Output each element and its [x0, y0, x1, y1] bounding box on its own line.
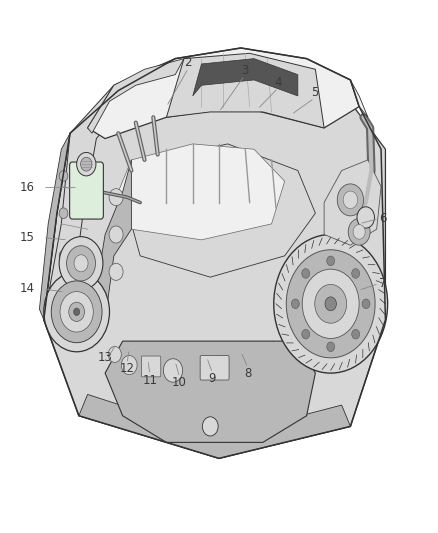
Circle shape: [362, 299, 370, 309]
Polygon shape: [324, 160, 381, 245]
Polygon shape: [96, 160, 131, 320]
Polygon shape: [114, 144, 285, 240]
Circle shape: [74, 255, 88, 272]
Circle shape: [60, 292, 93, 332]
Circle shape: [69, 302, 85, 321]
Text: 3: 3: [241, 64, 248, 77]
Polygon shape: [105, 341, 315, 442]
Circle shape: [348, 219, 370, 245]
Circle shape: [121, 356, 137, 375]
Circle shape: [286, 250, 375, 358]
Text: 12: 12: [120, 362, 134, 375]
Text: 7: 7: [379, 277, 387, 290]
Circle shape: [352, 329, 360, 339]
Polygon shape: [166, 53, 324, 128]
Text: 5: 5: [311, 86, 318, 99]
Polygon shape: [123, 144, 315, 277]
Circle shape: [74, 308, 80, 316]
Circle shape: [352, 269, 360, 278]
Polygon shape: [88, 48, 359, 139]
Circle shape: [325, 297, 336, 311]
Circle shape: [302, 269, 310, 278]
FancyBboxPatch shape: [200, 356, 229, 380]
Text: 4: 4: [274, 76, 282, 89]
Circle shape: [108, 346, 121, 362]
Polygon shape: [193, 59, 298, 96]
Circle shape: [59, 237, 103, 290]
Circle shape: [327, 256, 335, 265]
Polygon shape: [39, 133, 70, 320]
Circle shape: [274, 235, 388, 373]
Polygon shape: [350, 80, 368, 117]
Text: 6: 6: [379, 212, 387, 225]
Circle shape: [109, 226, 123, 243]
Circle shape: [315, 285, 346, 323]
Circle shape: [59, 288, 68, 298]
Polygon shape: [44, 85, 123, 341]
Text: 2: 2: [184, 56, 192, 69]
Circle shape: [202, 417, 218, 436]
Circle shape: [337, 184, 364, 216]
Circle shape: [109, 263, 123, 280]
Text: 9: 9: [208, 372, 216, 385]
Circle shape: [291, 299, 299, 309]
Text: 11: 11: [142, 374, 157, 386]
Circle shape: [77, 152, 96, 176]
Circle shape: [163, 359, 183, 382]
Circle shape: [59, 251, 68, 261]
FancyBboxPatch shape: [141, 356, 161, 377]
Text: 16: 16: [20, 181, 35, 194]
Circle shape: [67, 246, 95, 281]
FancyBboxPatch shape: [70, 162, 103, 219]
Text: 15: 15: [20, 231, 35, 244]
Polygon shape: [44, 64, 385, 458]
Circle shape: [44, 272, 110, 352]
Circle shape: [353, 224, 365, 239]
Text: 13: 13: [98, 351, 113, 364]
Circle shape: [302, 269, 359, 338]
Text: 10: 10: [172, 376, 187, 389]
Polygon shape: [79, 394, 350, 458]
Circle shape: [51, 281, 102, 343]
Circle shape: [59, 325, 68, 336]
Circle shape: [327, 342, 335, 352]
Text: 8: 8: [244, 367, 251, 379]
Circle shape: [59, 208, 68, 219]
Circle shape: [59, 171, 68, 181]
Polygon shape: [88, 59, 184, 133]
Text: 14: 14: [20, 282, 35, 295]
Circle shape: [81, 157, 92, 171]
Circle shape: [357, 207, 374, 228]
Circle shape: [302, 329, 310, 339]
Circle shape: [109, 189, 123, 206]
Circle shape: [343, 191, 357, 209]
